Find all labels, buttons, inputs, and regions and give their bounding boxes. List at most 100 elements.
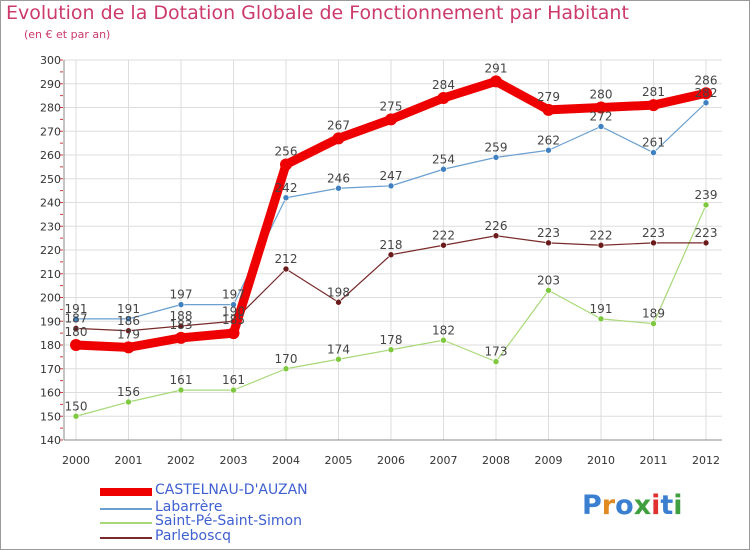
data-label: 267 [327,118,350,132]
data-point [702,201,710,209]
y-tick-label: 270 [40,125,61,138]
x-tick-label: 2002 [167,454,195,467]
y-tick-label: 300 [40,54,61,67]
y-tick-label: 160 [40,387,61,400]
data-point [440,336,447,344]
y-tick-label: 250 [40,173,61,186]
y-tick-label: 200 [40,292,61,305]
data-point [387,251,395,259]
logo-letter: i [651,490,661,521]
x-tick-label: 2011 [640,454,668,467]
data-label: 179 [117,327,140,341]
data-label: 186 [117,314,140,328]
data-point [177,386,185,394]
data-label: 262 [537,133,560,147]
data-label: 242 [275,181,298,195]
proxiti-logo: Proxiti [582,490,683,521]
data-label: 187 [65,311,88,325]
data-label: 161 [170,373,193,387]
x-tick-label: 2009 [535,454,563,467]
y-tick-label: 230 [40,220,61,233]
data-label: 222 [432,228,455,242]
y-tick-label: 220 [40,244,61,257]
y-tick-label: 290 [40,78,61,91]
data-label: 261 [642,136,665,150]
data-point [335,184,342,192]
data-point [72,325,80,332]
data-point [72,315,80,323]
x-tick-label: 2003 [220,454,248,467]
data-label: 203 [537,273,560,287]
data-label: 197 [170,288,193,302]
logo-letter: i [673,490,683,521]
data-label: 279 [537,90,560,104]
logo-letter: t [660,490,674,521]
y-tick-label: 190 [40,315,61,328]
y-tick-label: 170 [40,363,61,376]
data-point [650,239,657,247]
data-point [597,315,605,323]
x-tick-label: 2004 [272,454,300,467]
data-point [492,232,500,240]
y-tick-label: 240 [40,197,61,210]
data-label: 156 [117,385,140,399]
data-point [595,101,607,114]
data-point [332,132,345,145]
data-label: 282 [695,86,718,100]
data-point [440,241,447,249]
data-point [542,103,555,116]
y-tick-label: 180 [40,339,61,352]
data-label: 246 [327,171,350,185]
data-point [650,149,657,156]
x-tick-label: 2012 [692,454,720,467]
data-point [125,315,132,323]
data-label: 247 [380,169,403,183]
data-label: 182 [432,323,455,337]
data-point [385,113,397,126]
data-label: 218 [380,238,403,252]
data-point [492,154,500,161]
data-point [700,87,712,100]
data-label: 173 [485,345,508,359]
chart-subtitle: (en € et par an) [24,28,111,41]
y-tick-label: 210 [40,268,61,281]
x-tick-label: 2001 [115,454,143,467]
y-tick-label: 280 [40,102,61,115]
data-label: 272 [590,110,613,124]
data-point [545,146,552,154]
data-point [492,358,500,365]
data-label: 275 [380,99,403,113]
data-point [440,165,447,173]
x-tick-label: 2010 [587,454,615,467]
data-point [702,239,710,247]
data-point [387,346,395,354]
x-tick-label: 2008 [482,454,510,467]
data-label: 178 [380,333,403,347]
x-tick-label: 2007 [430,454,458,467]
data-label: 180 [65,325,88,339]
data-label: 291 [485,61,508,75]
data-point [177,301,185,308]
data-point [177,322,185,330]
data-point [125,398,132,406]
data-point [387,182,395,190]
data-label: 259 [485,140,508,154]
data-point [335,298,342,306]
data-point [282,265,290,273]
data-label: 190 [222,304,245,318]
x-tick-label: 2006 [377,454,405,467]
x-tick-label: 2005 [325,454,353,467]
legend-label: CASTELNAU-D'AUZAN [155,482,308,498]
data-point [230,386,237,394]
data-label: 191 [590,302,613,316]
logo-letter: o [615,490,634,521]
data-point [125,327,132,335]
legend-label: Saint-Pé-Saint-Simon [155,513,302,529]
data-label: 185 [222,313,245,327]
data-label: 254 [432,152,455,166]
data-label: 284 [432,78,455,92]
data-label: 280 [590,88,613,102]
data-label: 226 [485,219,508,233]
data-point [335,355,342,363]
y-tick-label: 260 [40,149,61,162]
